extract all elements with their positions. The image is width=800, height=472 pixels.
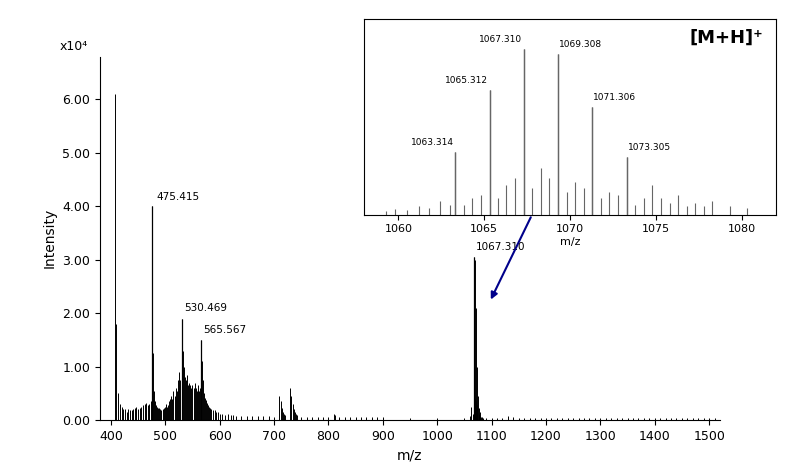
X-axis label: m/z: m/z	[560, 237, 580, 247]
Text: 1071.306: 1071.306	[594, 93, 637, 102]
Text: 530.469: 530.469	[184, 303, 227, 313]
Text: 1073.305: 1073.305	[627, 143, 670, 152]
Text: 1067.310: 1067.310	[476, 242, 526, 252]
Text: 565.567: 565.567	[203, 325, 246, 335]
X-axis label: m/z: m/z	[398, 448, 422, 463]
Y-axis label: Intensity: Intensity	[42, 208, 57, 269]
Text: 1065.312: 1065.312	[445, 76, 488, 85]
Text: 475.415: 475.415	[156, 192, 199, 202]
Text: 1063.314: 1063.314	[410, 138, 454, 147]
Text: [M+H]⁺: [M+H]⁺	[690, 29, 764, 47]
Text: 1067.310: 1067.310	[479, 35, 522, 44]
Text: 1069.308: 1069.308	[559, 40, 602, 49]
Text: x10⁴: x10⁴	[60, 40, 88, 53]
